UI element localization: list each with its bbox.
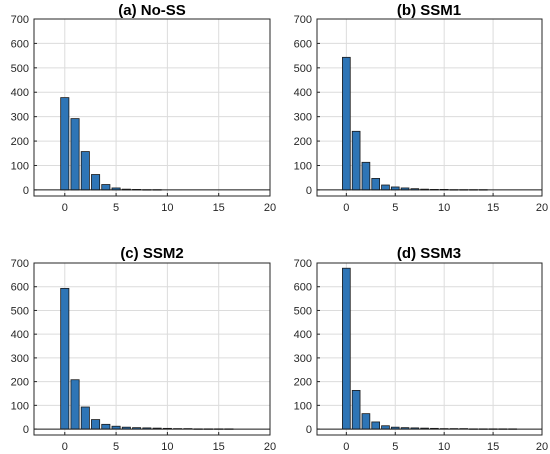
y-tick-label: 300	[294, 112, 312, 124]
bar	[342, 267, 351, 430]
chart-panel-a: 0 100 200 300 400 500 600 700 0 5 10 15 20 (a) No-SS	[11, 2, 276, 214]
bar	[361, 413, 371, 430]
x-tick-label: 15	[213, 441, 225, 453]
x-tick-label: 0	[62, 441, 68, 453]
bar	[342, 56, 351, 191]
plot-area	[34, 263, 270, 435]
y-tick-label: 600	[11, 282, 29, 294]
y-tick-label: 200	[11, 377, 29, 389]
x-tick-label: 10	[161, 441, 173, 453]
y-tick-label: 100	[11, 160, 29, 172]
y-tick-label: 0	[23, 185, 29, 197]
bar	[101, 423, 111, 430]
y-tick-label: 200	[11, 136, 29, 148]
y-tick-label: 700	[11, 14, 29, 26]
y-tick-label: 300	[11, 112, 29, 124]
bar	[361, 161, 371, 191]
y-tick-label: 500	[11, 305, 29, 317]
y-tick-label: 300	[11, 353, 29, 365]
chart-panel-d: 0 100 200 300 400 500 600 700 0 5 10 15 20 (d) SSM3	[294, 245, 548, 453]
bar	[351, 389, 361, 430]
y-tick-label: 0	[306, 424, 312, 436]
bar	[91, 419, 101, 430]
x-tick-label: 5	[113, 441, 119, 453]
bar	[80, 151, 90, 191]
y-tick-label: 300	[294, 353, 312, 365]
x-tick-label: 0	[343, 441, 349, 453]
y-tick-label: 700	[294, 258, 312, 270]
axes-box	[316, 262, 543, 436]
bar	[60, 287, 70, 430]
chart-title: (b) SSM1	[397, 2, 461, 19]
y-tick-label: 600	[294, 38, 312, 50]
x-tick-label: 0	[62, 202, 68, 214]
y-tick-label: 200	[294, 136, 312, 148]
y-tick-label: 200	[294, 377, 312, 389]
chart-title: (d) SSM3	[397, 245, 461, 262]
chart-panel-c: 0 100 200 300 400 500 600 700 0 5 10 15 20 (c) SSM2	[11, 245, 276, 453]
plot-area	[317, 263, 542, 435]
bar	[101, 184, 111, 191]
x-tick-label: 10	[161, 202, 173, 214]
x-tick-label: 10	[438, 441, 450, 453]
y-tick-label: 0	[23, 424, 29, 436]
y-tick-label: 400	[11, 87, 29, 99]
y-tick-label: 700	[11, 258, 29, 270]
bar	[371, 178, 381, 191]
y-tick-label: 0	[306, 185, 312, 197]
x-tick-label: 5	[113, 202, 119, 214]
y-tick-label: 500	[294, 63, 312, 75]
y-tick-label: 600	[294, 282, 312, 294]
bar	[70, 118, 80, 191]
chart-panel-b: 0 100 200 300 400 500 600 700 0 5 10 15 20 (b) SSM1	[294, 2, 548, 214]
bar	[371, 421, 381, 430]
x-tick-label: 10	[438, 202, 450, 214]
y-tick-label: 100	[294, 400, 312, 412]
x-tick-label: 20	[264, 441, 276, 453]
x-tick-label: 20	[264, 202, 276, 214]
bar	[381, 184, 390, 191]
bar	[80, 406, 90, 430]
x-tick-label: 15	[487, 202, 499, 214]
y-tick-label: 400	[294, 329, 312, 341]
y-tick-label: 500	[294, 305, 312, 317]
bar	[351, 130, 361, 191]
y-tick-label: 100	[11, 400, 29, 412]
plot-area	[317, 19, 542, 196]
y-tick-label: 600	[11, 38, 29, 50]
bar	[91, 174, 101, 191]
x-tick-label: 5	[392, 441, 398, 453]
plot-area	[34, 19, 270, 196]
axes-box	[33, 262, 271, 436]
x-tick-label: 20	[536, 441, 548, 453]
y-tick-label: 400	[294, 87, 312, 99]
x-tick-label: 20	[536, 202, 548, 214]
axes-box	[316, 18, 543, 197]
x-tick-label: 15	[213, 202, 225, 214]
y-tick-label: 400	[11, 329, 29, 341]
bar	[70, 379, 80, 430]
x-tick-label: 0	[343, 202, 349, 214]
x-tick-label: 15	[487, 441, 499, 453]
y-tick-label: 100	[294, 160, 312, 172]
bar	[60, 97, 70, 191]
y-tick-label: 700	[294, 14, 312, 26]
x-tick-label: 5	[392, 202, 398, 214]
y-tick-label: 500	[11, 63, 29, 75]
axes-box	[33, 18, 271, 197]
chart-title: (a) No-SS	[118, 2, 186, 19]
chart-title: (c) SSM2	[120, 245, 183, 262]
